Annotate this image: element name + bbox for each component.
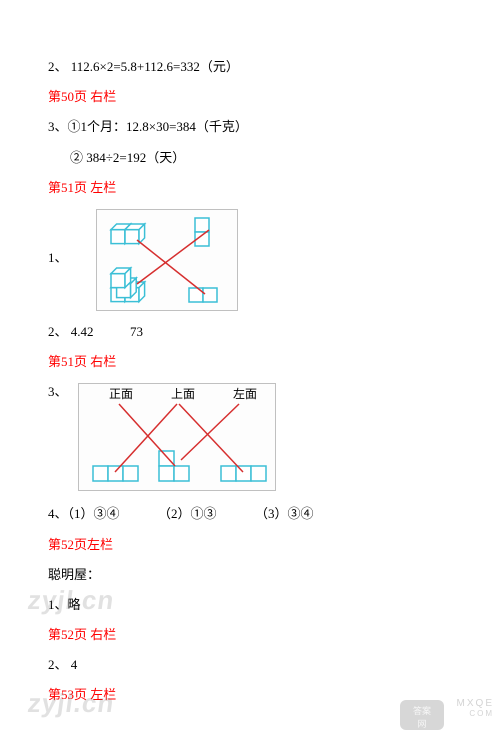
line-4b: （2）①③ bbox=[158, 506, 217, 521]
badge1-line1: 答案 bbox=[400, 704, 444, 717]
page-content: 2、 112.6×2=5.8+112.6=332（元） 第50页 右栏 3、①1… bbox=[0, 0, 500, 737]
footer-badge-mxqe: MXQE COM bbox=[442, 698, 494, 732]
heading-p51r: 第51页 右栏 bbox=[48, 353, 452, 371]
heading-p53l: 第53页 左栏 bbox=[48, 686, 452, 704]
line-2: 2、 112.6×2=5.8+112.6=332（元） bbox=[48, 58, 452, 76]
line-2b-a: 2、 4.42 bbox=[48, 324, 94, 339]
line-1s: 1、略 bbox=[48, 596, 452, 614]
line-2c: 2、 4 bbox=[48, 656, 452, 674]
line-4c: （3）③④ bbox=[255, 506, 314, 521]
footer-badge-answer: 答案 网 bbox=[400, 700, 444, 730]
svg-text:正面: 正面 bbox=[109, 387, 133, 401]
line-4a: 4、（1）③④ bbox=[48, 506, 120, 521]
badge2-line2: COM bbox=[442, 709, 494, 718]
heading-p50r: 第50页 右栏 bbox=[48, 88, 452, 106]
badge1-line2: 网 bbox=[400, 717, 444, 730]
row-q3: 3、 正面 上面 左面 bbox=[48, 383, 452, 491]
label-3: 3、 bbox=[48, 383, 68, 401]
line-3a: 3、①1个月：12.8×30=384（千克） bbox=[48, 118, 452, 136]
heading-p52l: 第52页左栏 bbox=[48, 536, 452, 554]
heading-p52r: 第52页 右栏 bbox=[48, 626, 452, 644]
line-2b: 2、 4.42 73 bbox=[48, 323, 452, 341]
badge2-line1: MXQE bbox=[442, 698, 494, 709]
line-smart: 聪明屋： bbox=[48, 566, 452, 584]
label-1: 1、 bbox=[48, 249, 68, 267]
svg-text:上面: 上面 bbox=[171, 387, 195, 401]
svg-text:左面: 左面 bbox=[233, 386, 257, 401]
figure-2: 正面 上面 左面 bbox=[78, 383, 276, 491]
heading-p51l: 第51页 左栏 bbox=[48, 179, 452, 197]
line-4: 4、（1）③④ （2）①③ （3）③④ bbox=[48, 505, 452, 523]
row-q1: 1、 bbox=[48, 209, 452, 311]
figure-1 bbox=[96, 209, 238, 311]
line-3b: ② 384÷2=192（天） bbox=[48, 149, 452, 167]
line-2b-b: 73 bbox=[130, 324, 143, 339]
